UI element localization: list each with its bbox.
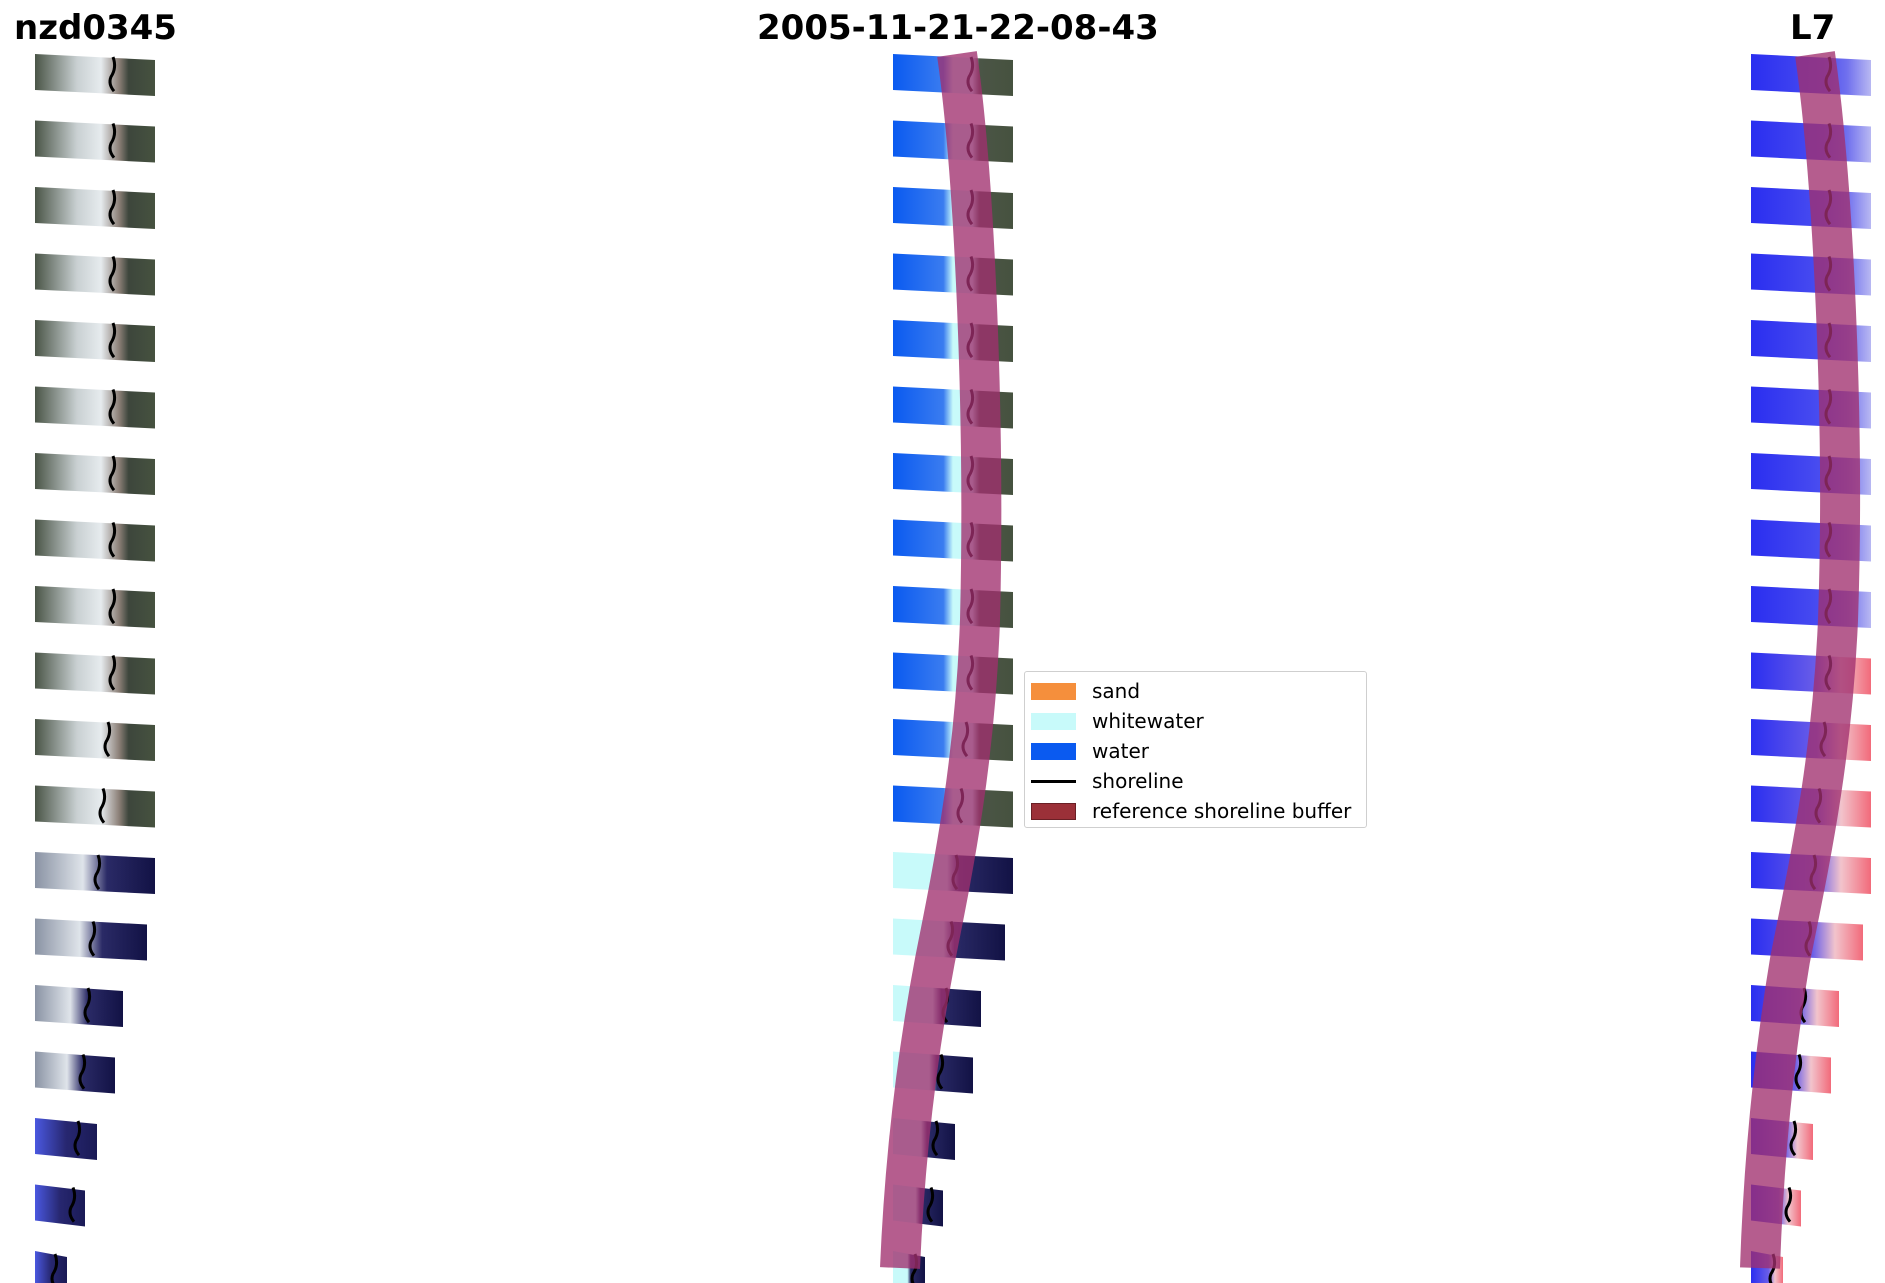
- legend-item-water: water: [1031, 736, 1149, 766]
- rgb-image-shoreline-contour: [88, 920, 97, 957]
- rgb-image-strip: [35, 187, 155, 229]
- image-title-site: nzd0345: [14, 8, 177, 48]
- rgb-image-shoreline-contour: [108, 189, 117, 226]
- legend-label-whitewater: whitewater: [1092, 709, 1204, 733]
- rgb-image-shoreline-contour: [93, 854, 102, 891]
- rgb-image-strip: [35, 120, 155, 163]
- reference-shoreline-buffer-right: [1740, 51, 1861, 1269]
- rgb-image-strip: [35, 54, 155, 96]
- rgb-image-shoreline-contour: [108, 455, 117, 492]
- image-title-date: 2005-11-21-22-08-43: [757, 8, 1159, 48]
- rgb-image-shoreline-contour: [108, 521, 117, 558]
- rgb-image-shoreline-contour: [108, 56, 117, 93]
- rgb-image-strip: [35, 852, 155, 894]
- classified-image-shoreline-contour: [926, 1186, 935, 1223]
- legend-label-reference-buffer: reference shoreline buffer: [1092, 799, 1352, 823]
- shoreline-line-sample: [1031, 779, 1076, 783]
- rgb-image-strip: [35, 253, 155, 296]
- rgb-image-shoreline-contour: [108, 255, 117, 292]
- rgb-image-shoreline-contour: [98, 787, 107, 824]
- rgb-image-strip: [35, 386, 155, 429]
- rgb-image-strip: [35, 785, 155, 828]
- index-image-shoreline-contour: [1784, 1186, 1793, 1223]
- rgb-image-shoreline-contour: [108, 388, 117, 425]
- legend-item-shoreline: shoreline: [1031, 766, 1184, 796]
- rgb-image-shoreline-contour: [103, 721, 112, 758]
- rgb-image-shoreline-contour: [108, 322, 117, 359]
- legend-item-whitewater: whitewater: [1031, 706, 1204, 736]
- rgb-image-strip: [35, 586, 155, 628]
- legend-label-water: water: [1092, 739, 1149, 763]
- legend-item-sand: sand: [1031, 676, 1140, 706]
- rgb-image-strip: [35, 320, 155, 362]
- classified-image-shoreline-contour: [936, 1053, 945, 1090]
- rgb-image-shoreline-contour: [50, 1253, 59, 1283]
- rgb-image-strip: [35, 1184, 85, 1227]
- legend-label-sand: sand: [1092, 679, 1141, 703]
- legend-item-reference-buffer: reference shoreline buffer: [1031, 796, 1351, 826]
- legend-label-shoreline: shoreline: [1092, 769, 1184, 793]
- rgb-image-strip: [35, 985, 123, 1027]
- rgb-image-shoreline-contour: [73, 1120, 82, 1157]
- rgb-image-strip: [35, 1051, 115, 1094]
- index-image-shoreline-contour: [1794, 1053, 1803, 1090]
- rgb-image-shoreline-contour: [78, 1053, 87, 1090]
- sand-swatch: [1031, 682, 1076, 700]
- rgb-image-strip: [35, 1251, 67, 1283]
- rgb-image-shoreline-contour: [108, 588, 117, 625]
- rgb-image-shoreline-contour: [108, 122, 117, 159]
- rgb-image-shoreline-contour: [68, 1186, 77, 1223]
- reference-buffer-swatch: [1031, 802, 1076, 820]
- rgb-image-strip: [35, 1118, 97, 1160]
- rgb-image-shoreline-contour: [108, 654, 117, 691]
- rgb-image-strip: [35, 453, 155, 495]
- rgb-image-strip: [35, 519, 155, 562]
- image-title-satellite: L7: [1790, 8, 1836, 48]
- reference-shoreline-buffer: [880, 51, 1002, 1269]
- water-swatch: [1031, 742, 1076, 760]
- legend: sand whitewater water shoreline referenc…: [1024, 671, 1367, 828]
- rgb-image-strip: [35, 719, 155, 761]
- index-image-shoreline-contour: [1789, 1120, 1798, 1157]
- rgb-image-strip: [35, 652, 155, 695]
- classified-image-shoreline-contour: [931, 1120, 940, 1157]
- rgb-image-shoreline-contour: [83, 987, 92, 1024]
- whitewater-swatch: [1031, 712, 1076, 730]
